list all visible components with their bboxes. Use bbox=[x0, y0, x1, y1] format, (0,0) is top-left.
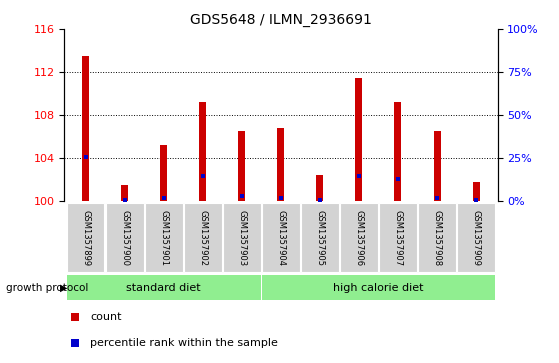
Text: GSM1357907: GSM1357907 bbox=[394, 210, 402, 266]
Bar bbox=[395, 102, 401, 201]
Text: GSM1357900: GSM1357900 bbox=[120, 210, 129, 266]
Text: percentile rank within the sample: percentile rank within the sample bbox=[90, 338, 278, 348]
Text: high calorie diet: high calorie diet bbox=[333, 283, 424, 293]
Text: GSM1357903: GSM1357903 bbox=[238, 210, 247, 266]
Bar bbox=[67, 276, 260, 300]
Title: GDS5648 / ILMN_2936691: GDS5648 / ILMN_2936691 bbox=[190, 13, 372, 26]
Bar bbox=[433, 131, 440, 201]
Bar bbox=[262, 203, 300, 272]
Text: GSM1357909: GSM1357909 bbox=[472, 210, 481, 266]
Text: GSM1357904: GSM1357904 bbox=[276, 210, 286, 266]
Text: GSM1357902: GSM1357902 bbox=[198, 210, 207, 266]
Bar bbox=[67, 203, 105, 272]
Bar bbox=[223, 203, 260, 272]
Bar bbox=[472, 182, 480, 201]
Bar bbox=[277, 128, 285, 201]
Bar bbox=[316, 175, 324, 201]
Bar bbox=[200, 102, 206, 201]
Bar bbox=[340, 203, 378, 272]
Bar bbox=[262, 276, 495, 300]
Bar bbox=[379, 203, 416, 272]
Text: GSM1357908: GSM1357908 bbox=[433, 210, 442, 266]
Bar bbox=[145, 203, 183, 272]
Bar bbox=[106, 203, 144, 272]
Text: GSM1357905: GSM1357905 bbox=[315, 210, 324, 266]
Bar bbox=[82, 56, 89, 201]
Bar bbox=[184, 203, 221, 272]
Bar bbox=[356, 78, 362, 201]
Bar bbox=[238, 131, 245, 201]
Text: growth protocol: growth protocol bbox=[6, 283, 88, 293]
Text: count: count bbox=[90, 312, 122, 322]
Bar bbox=[301, 203, 339, 272]
Text: GSM1357901: GSM1357901 bbox=[159, 210, 168, 266]
Text: standard diet: standard diet bbox=[126, 283, 201, 293]
Bar bbox=[457, 203, 495, 272]
Text: ▶: ▶ bbox=[60, 283, 68, 293]
Text: GSM1357906: GSM1357906 bbox=[354, 210, 363, 266]
Bar bbox=[121, 185, 129, 201]
Bar bbox=[418, 203, 456, 272]
Bar bbox=[160, 146, 167, 201]
Text: GSM1357899: GSM1357899 bbox=[81, 210, 90, 266]
